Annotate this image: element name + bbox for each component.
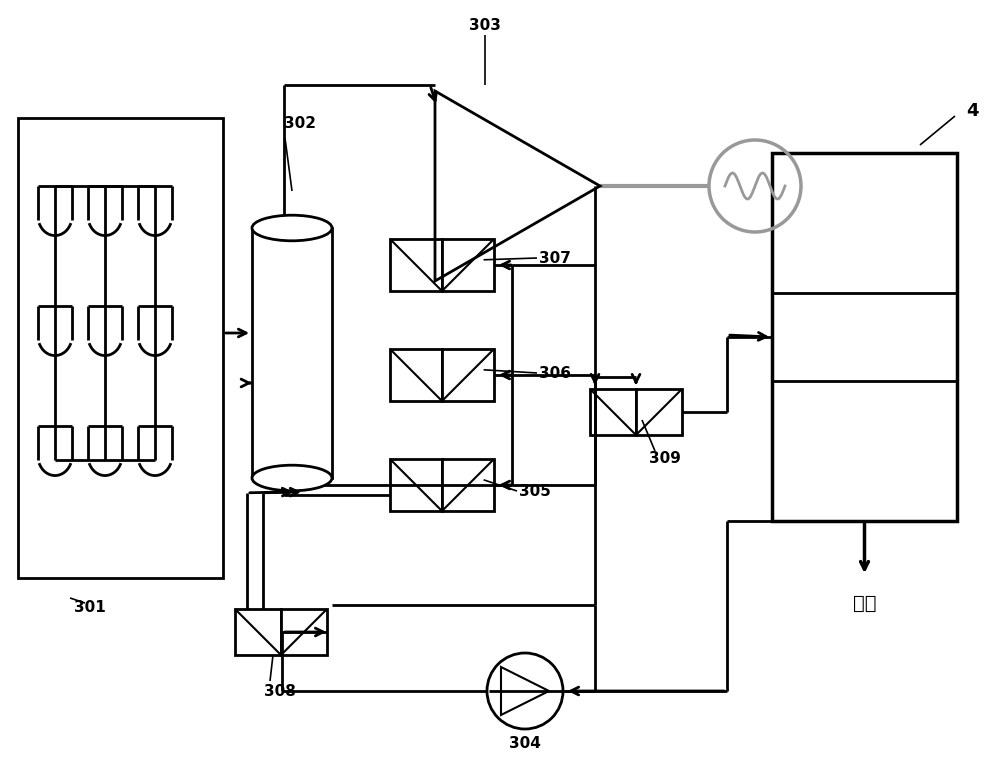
Text: 308: 308: [264, 684, 296, 698]
Text: 淡水: 淡水: [853, 594, 876, 613]
Bar: [442, 239, 494, 291]
Bar: [390, 239, 442, 291]
Text: 303: 303: [469, 18, 501, 33]
Bar: [252, 228, 332, 478]
Text: 307: 307: [539, 250, 571, 266]
Bar: [390, 349, 442, 401]
Ellipse shape: [252, 215, 332, 241]
Bar: [772, 153, 957, 521]
Text: 304: 304: [509, 736, 541, 751]
Text: 309: 309: [649, 450, 681, 465]
Bar: [390, 459, 442, 511]
Bar: [590, 389, 636, 435]
Text: 306: 306: [539, 365, 571, 381]
Text: 301: 301: [74, 600, 106, 616]
Text: 305: 305: [519, 484, 551, 498]
Bar: [281, 609, 327, 655]
Ellipse shape: [252, 465, 332, 491]
Text: 302: 302: [284, 115, 316, 130]
Text: 4: 4: [966, 102, 978, 120]
Bar: [442, 459, 494, 511]
Bar: [18, 118, 223, 578]
Bar: [636, 389, 682, 435]
Bar: [442, 349, 494, 401]
Bar: [235, 609, 281, 655]
